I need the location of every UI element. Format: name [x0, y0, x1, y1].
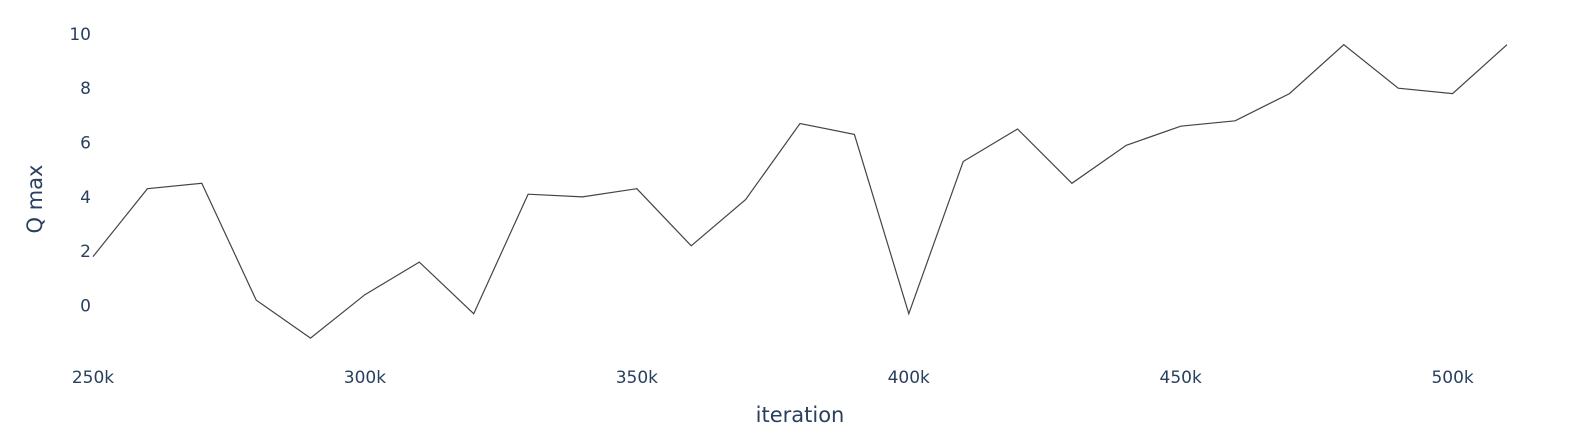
x-tick-label: 250k	[72, 368, 114, 388]
y-tick-label: 6	[80, 134, 91, 154]
y-axis-title: Q max	[23, 165, 47, 234]
x-tick-label: 300k	[344, 368, 386, 388]
y-tick-label: 10	[69, 25, 91, 45]
y-tick-label: 8	[80, 79, 91, 99]
y-tick-label: 2	[80, 242, 91, 262]
y-tick-label: 4	[80, 188, 91, 208]
series-line	[92, 43, 1508, 339]
x-tick-label: 500k	[1431, 368, 1473, 388]
y-axis-ticks: 0 2 4 6 8 10	[69, 25, 91, 317]
x-tick-label: 400k	[888, 368, 930, 388]
x-axis-ticks: 250k 300k 350k 400k 450k 500k	[72, 368, 1474, 388]
x-tick-label: 350k	[616, 368, 658, 388]
series-layer	[92, 43, 1508, 339]
x-tick-label: 450k	[1160, 368, 1202, 388]
x-axis-title: iteration	[756, 403, 845, 427]
y-tick-label: 0	[80, 297, 91, 317]
